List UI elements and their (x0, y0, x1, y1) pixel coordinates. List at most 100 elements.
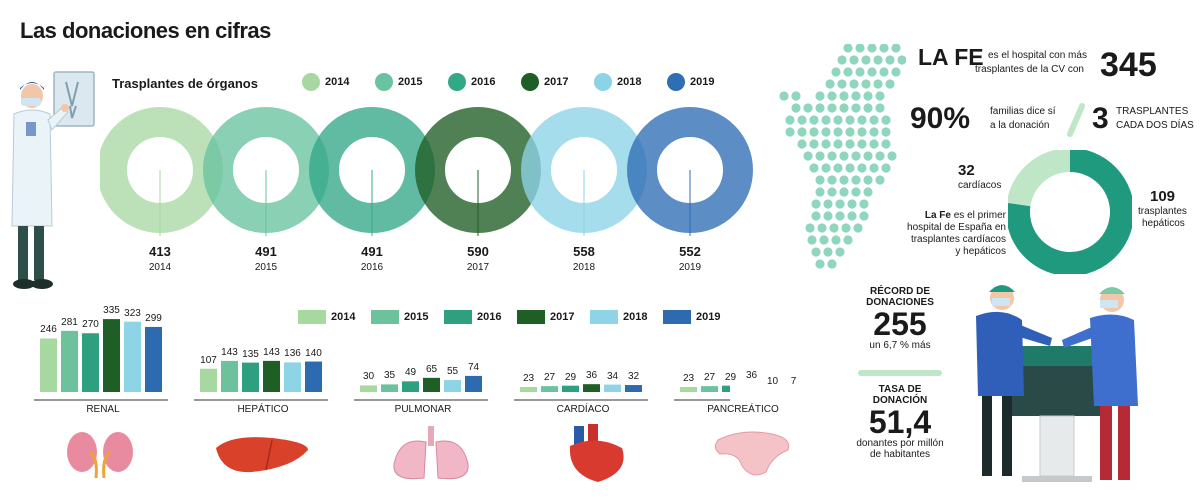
donut-slice-hepatic (1008, 150, 1132, 274)
map-dot (861, 55, 871, 65)
ring-legend-swatch-2016 (448, 73, 466, 91)
ring-year-2014: 2014 (148, 262, 172, 273)
map-dot (851, 91, 861, 101)
rate-sub-2: de habitantes (869, 449, 931, 460)
bar-legend-item-2014: 2014 (298, 310, 371, 324)
bar-value-pancreático-2014: 23 (682, 372, 695, 384)
map-dot (827, 175, 837, 185)
ring-year-2017: 2017 (466, 262, 490, 273)
bar-value-pulmonar-2015: 35 (383, 370, 396, 382)
rate-sub-1: donantes por millón (856, 438, 944, 449)
bar-legend-swatch-2014 (298, 310, 326, 324)
map-dot (845, 127, 855, 137)
map-dot (863, 175, 873, 185)
map-dot (811, 211, 821, 221)
map-dot (819, 235, 829, 245)
bar-hepático-2019 (305, 361, 322, 392)
map-dot (791, 103, 801, 113)
organ-bar-value-labels: 246 281 270 335 323 299 107 143 135 143 136 140 30 35… (30, 290, 796, 420)
lafe-first-1: es el primer (953, 210, 1006, 221)
map-dot (809, 163, 819, 173)
bar-legend-label-2019: 2019 (696, 311, 721, 323)
map-dot (839, 151, 849, 161)
bar-pancreático-2015 (701, 386, 718, 392)
ring-value-2017: 590 (467, 244, 489, 259)
bar-cardíaco-2017 (583, 384, 600, 392)
bar-value-pancreático-2016: 29 (724, 371, 737, 383)
map-dot (851, 175, 861, 185)
bar-value-renal-2015: 281 (61, 316, 78, 328)
map-dot (873, 55, 883, 65)
bar-legend-item-2015: 2015 (371, 310, 444, 324)
map-dot (863, 103, 873, 113)
map-dot (833, 163, 843, 173)
rate-label-2: DONACIÓN (872, 395, 928, 406)
map-dot (839, 103, 849, 113)
slash-divider-icon (1067, 103, 1085, 137)
lungs-icon (393, 426, 469, 480)
map-dot (835, 247, 845, 257)
doctor-illustration (11, 71, 95, 289)
bar-value-hepático-2014: 107 (200, 354, 217, 366)
map-dot (803, 151, 813, 161)
map-dot (827, 187, 837, 197)
bar-legend-item-2016: 2016 (444, 310, 517, 324)
ring-labels: 413 2014 491 2015 491 2016 590 2017 558 2018 552 20… (100, 96, 780, 286)
map-dot (859, 211, 869, 221)
donut-cardiac-label: cardíacos (958, 180, 1002, 191)
organ-label-pulmonar: PULMONAR (394, 404, 452, 415)
bar-renal-2016 (82, 333, 99, 392)
lafe-first-4: y hepáticos (955, 246, 1006, 257)
map-dot (857, 163, 867, 173)
ring-legend-label-2019: 2019 (690, 76, 715, 88)
bar-legend-label-2017: 2017 (550, 311, 575, 323)
map-dot (827, 91, 837, 101)
bar-pulmonar-2019 (465, 375, 482, 392)
bar-cardíaco-2018 (604, 384, 621, 392)
map-dot (785, 127, 795, 137)
ring-value-2016: 491 (361, 244, 383, 259)
bar-legend-swatch-2018 (590, 310, 618, 324)
map-dot (869, 127, 879, 137)
map-dot (825, 79, 835, 89)
map-dot (835, 211, 845, 221)
map-dot (851, 103, 861, 113)
map-dot (863, 151, 873, 161)
lafe-text-2: trasplantes de la CV con (975, 64, 1084, 75)
organ-label-hepático: HEPÁTICO (237, 404, 289, 415)
lafe-text-1: es el hospital con más (988, 50, 1087, 61)
map-dot (833, 115, 843, 125)
bar-legend-swatch-2017 (517, 310, 545, 324)
map-dot (875, 151, 885, 161)
map-dot (823, 211, 833, 221)
bar-legend-label-2016: 2016 (477, 311, 502, 323)
families-percent: 90% (910, 102, 971, 135)
map-dot (857, 139, 867, 149)
bar-pancreático-2014 (680, 386, 697, 392)
lafe-first-block: La Fe es el primer hospital de España en… (906, 210, 1006, 258)
map-dot (891, 44, 901, 53)
ring-year-2018: 2018 (572, 262, 596, 273)
bar-value-cardíaco-2016: 29 (564, 371, 577, 383)
bar-renal-2019 (145, 326, 162, 392)
map-dot (869, 115, 879, 125)
bar-legend-label-2014: 2014 (331, 311, 356, 323)
rate-label-1: TASA DE (878, 384, 922, 395)
map-dot (815, 91, 825, 101)
map-dot (817, 223, 827, 233)
organ-bar-charts (34, 319, 730, 401)
ring-legend-label-2018: 2018 (617, 76, 642, 88)
bar-renal-2017 (103, 319, 120, 392)
record-value: 255 (873, 306, 927, 342)
map-dot (885, 79, 895, 89)
bar-value-pulmonar-2018: 55 (446, 366, 459, 378)
map-dot (891, 67, 901, 77)
ring-year-2019: 2019 (678, 262, 702, 273)
ring-legend-swatch-2018 (594, 73, 612, 91)
map-dot (853, 223, 863, 233)
bar-pulmonar-2015 (381, 384, 398, 392)
map-dot (805, 223, 815, 233)
ring-legend-label-2014: 2014 (325, 76, 350, 88)
map-dot (843, 235, 853, 245)
organ-label-pancreático: PANCREÁTICO (707, 404, 779, 415)
